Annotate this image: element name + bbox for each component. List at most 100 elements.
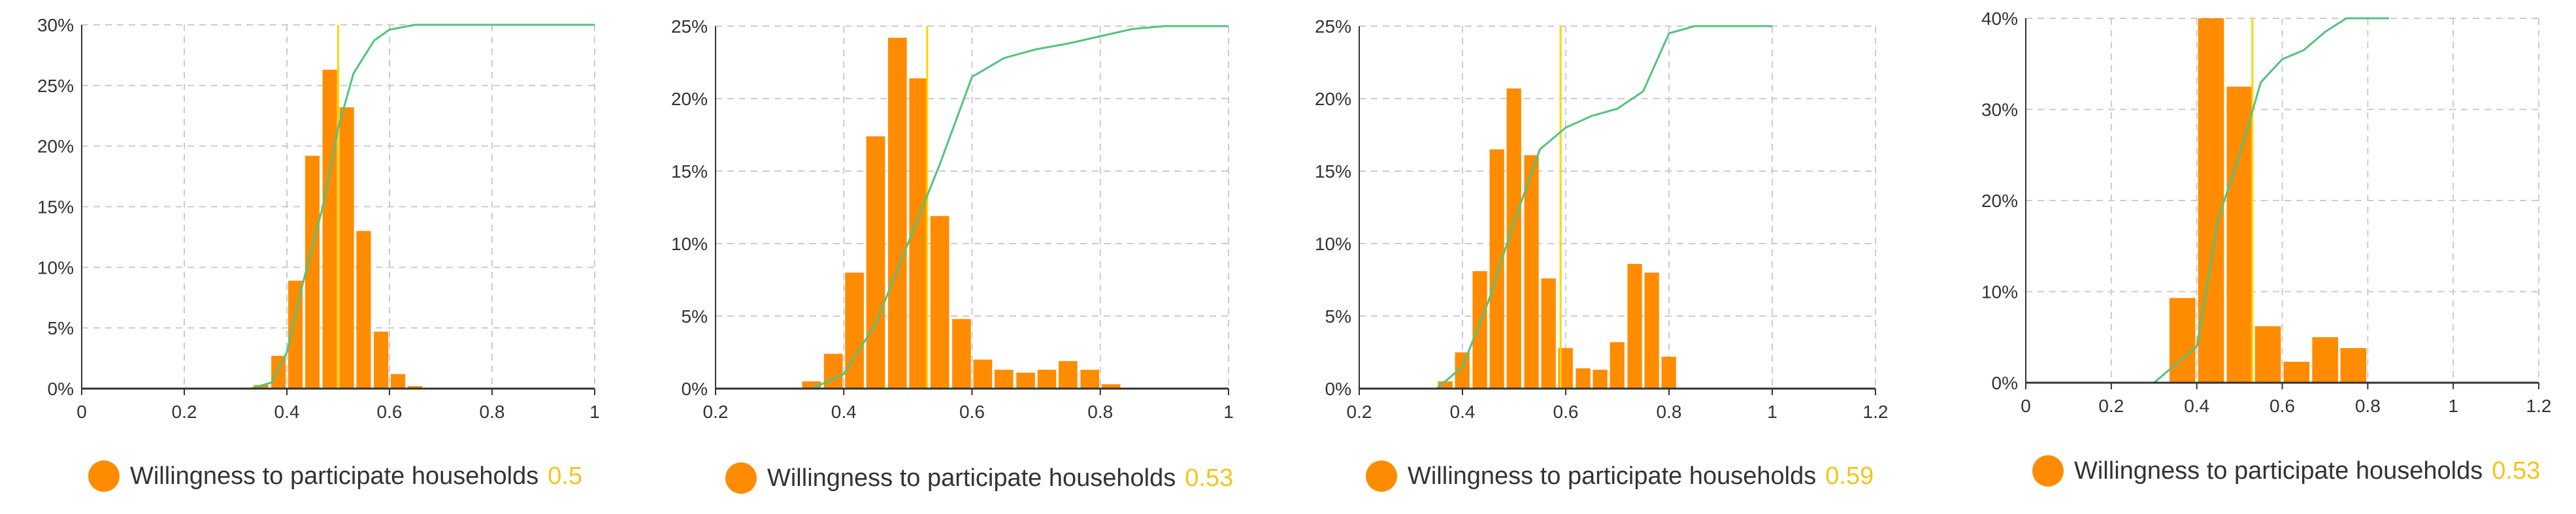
y-tick-label: 25%	[1315, 16, 1351, 37]
legend-dot-icon	[88, 460, 120, 492]
y-tick-label: 20%	[1981, 191, 2018, 211]
y-tick-label: 25%	[37, 76, 74, 96]
histogram-bar	[1627, 264, 1642, 389]
legend-mean-value: 0.53	[2492, 457, 2540, 485]
y-tick-label: 5%	[682, 306, 708, 327]
x-tick-label: 1	[589, 402, 600, 422]
histogram-bar	[2226, 87, 2253, 383]
legend-dot-icon	[1366, 460, 1397, 492]
legend-label: Willingness to participate households	[1408, 462, 1816, 490]
x-tick-label: 0.2	[2098, 396, 2124, 416]
y-tick-label: 0%	[48, 379, 74, 399]
y-tick-label: 10%	[37, 257, 74, 278]
histogram-panel-4: 0% 10% 20% 30% 40% 0 0.2 0.4 0.6 0.8 1 1.2 Willingn…	[1931, 0, 2576, 514]
legend-3[interactable]: Willingness to participate households 0.…	[1366, 460, 1874, 492]
histogram-bar	[1038, 370, 1057, 389]
histogram-bar	[1080, 370, 1099, 389]
histogram-bar	[1662, 357, 1676, 389]
histogram-bar	[1576, 368, 1590, 389]
x-tick-label: 0.4	[274, 402, 300, 422]
y-tick-label: 15%	[671, 161, 708, 182]
histogram-bar	[1610, 342, 1625, 389]
histogram-bar	[340, 107, 354, 389]
histogram-bar	[2170, 298, 2196, 383]
legend-4[interactable]: Willingness to participate households 0.…	[2032, 455, 2540, 487]
histogram-bar	[974, 360, 993, 389]
y-tick-label: 10%	[1315, 234, 1351, 254]
x-tick-label: 0.2	[172, 402, 197, 422]
histogram-panel-3: 0% 5% 10% 15% 20% 25% 0.2 0.4 0.6 0.8 1 1.2 Willing…	[1287, 0, 1931, 514]
histogram-bar	[1593, 370, 1608, 389]
x-tick-label: 0.4	[2184, 396, 2209, 416]
legend-1[interactable]: Willingness to participate households 0.…	[88, 460, 582, 492]
x-tick-label: 0.6	[1553, 402, 1579, 422]
y-tick-label: 15%	[37, 197, 74, 217]
x-tick-label: 1	[1223, 402, 1234, 422]
histogram-bar	[1016, 373, 1035, 389]
histogram-svg-4: 0% 10% 20% 30% 40% 0 0.2 0.4 0.6 0.8 1 1.2	[1931, 0, 2576, 514]
x-tick-label: 0.4	[1450, 402, 1476, 422]
histogram-bar	[824, 354, 843, 389]
y-tick-label: 25%	[671, 16, 708, 37]
histogram-bar	[888, 38, 907, 389]
y-tick-label: 0%	[1992, 373, 2018, 393]
histogram-bar	[931, 216, 949, 389]
x-tick-label: 0.6	[959, 402, 985, 422]
histogram-bar	[1542, 278, 1556, 389]
x-tick-label: 0.2	[703, 402, 729, 422]
histogram-bar	[356, 231, 371, 389]
x-tick-label: 0.2	[1347, 402, 1372, 422]
histogram-bar	[1645, 272, 1659, 389]
y-tick-label: 30%	[1981, 100, 2018, 120]
x-tick-label: 0.6	[377, 402, 403, 422]
x-tick-label: 0	[76, 402, 87, 422]
x-tick-label: 0.6	[2270, 396, 2295, 416]
histogram-bar	[952, 319, 971, 389]
legend-label: Willingness to participate households	[2074, 457, 2483, 485]
x-tick-label: 0.8	[1657, 402, 1682, 422]
legend-mean-value: 0.59	[1825, 462, 1874, 490]
histogram-bar	[867, 137, 885, 389]
y-tick-label: 0%	[1325, 379, 1351, 399]
histogram-bar	[995, 370, 1014, 389]
histogram-bar	[323, 70, 337, 389]
histogram-bar	[2255, 327, 2281, 383]
y-tick-label: 30%	[37, 15, 74, 35]
x-tick-label: 1.2	[1863, 402, 1889, 422]
y-tick-label: 40%	[1981, 8, 2018, 29]
histogram-bar	[1472, 271, 1487, 389]
y-tick-label: 20%	[671, 89, 708, 109]
histogram-bar	[2284, 362, 2310, 383]
legend-mean-value: 0.53	[1185, 464, 1233, 492]
histogram-bar	[1059, 361, 1078, 389]
legend-2[interactable]: Willingness to participate households 0.…	[725, 462, 1233, 494]
legend-dot-icon	[725, 462, 757, 494]
y-tick-label: 10%	[1981, 282, 2018, 302]
histogram-bar	[2198, 18, 2224, 383]
legend-dot-icon	[2032, 455, 2064, 487]
y-tick-label: 5%	[1325, 306, 1351, 327]
legend-label: Willingness to participate households	[130, 462, 538, 490]
histogram-svg-3: 0% 5% 10% 15% 20% 25% 0.2 0.4 0.6 0.8 1 1.2	[1287, 0, 1931, 514]
histogram-svg-2: 0% 5% 10% 15% 20% 25% 0.2 0.4 0.6 0.8 1	[644, 0, 1287, 514]
x-tick-label: 0.4	[831, 402, 857, 422]
y-tick-label: 20%	[1315, 89, 1351, 109]
y-tick-label: 20%	[37, 137, 74, 157]
x-tick-label: 0	[2021, 396, 2031, 416]
histogram-bar	[391, 374, 405, 389]
histogram-panel-2: 0% 5% 10% 15% 20% 25% 0.2 0.4 0.6 0.8 1 Willingnes…	[644, 0, 1287, 514]
legend-mean-value: 0.5	[548, 462, 582, 490]
histogram-svg-1: 0% 5% 10% 15% 20% 25% 30% 0 0.2 0.4 0.6 0.8 1	[0, 0, 644, 514]
x-tick-label: 0.8	[480, 402, 505, 422]
histogram-bar	[305, 156, 320, 389]
x-tick-label: 1	[1767, 402, 1777, 422]
x-tick-label: 0.8	[2355, 396, 2381, 416]
histogram-bar	[2341, 348, 2367, 383]
histogram-bar	[2312, 337, 2338, 383]
histogram-bar	[374, 332, 388, 389]
y-tick-label: 15%	[1315, 161, 1351, 182]
y-tick-label: 5%	[48, 318, 74, 338]
y-tick-label: 0%	[682, 379, 708, 399]
histogram-bar	[1490, 150, 1504, 389]
